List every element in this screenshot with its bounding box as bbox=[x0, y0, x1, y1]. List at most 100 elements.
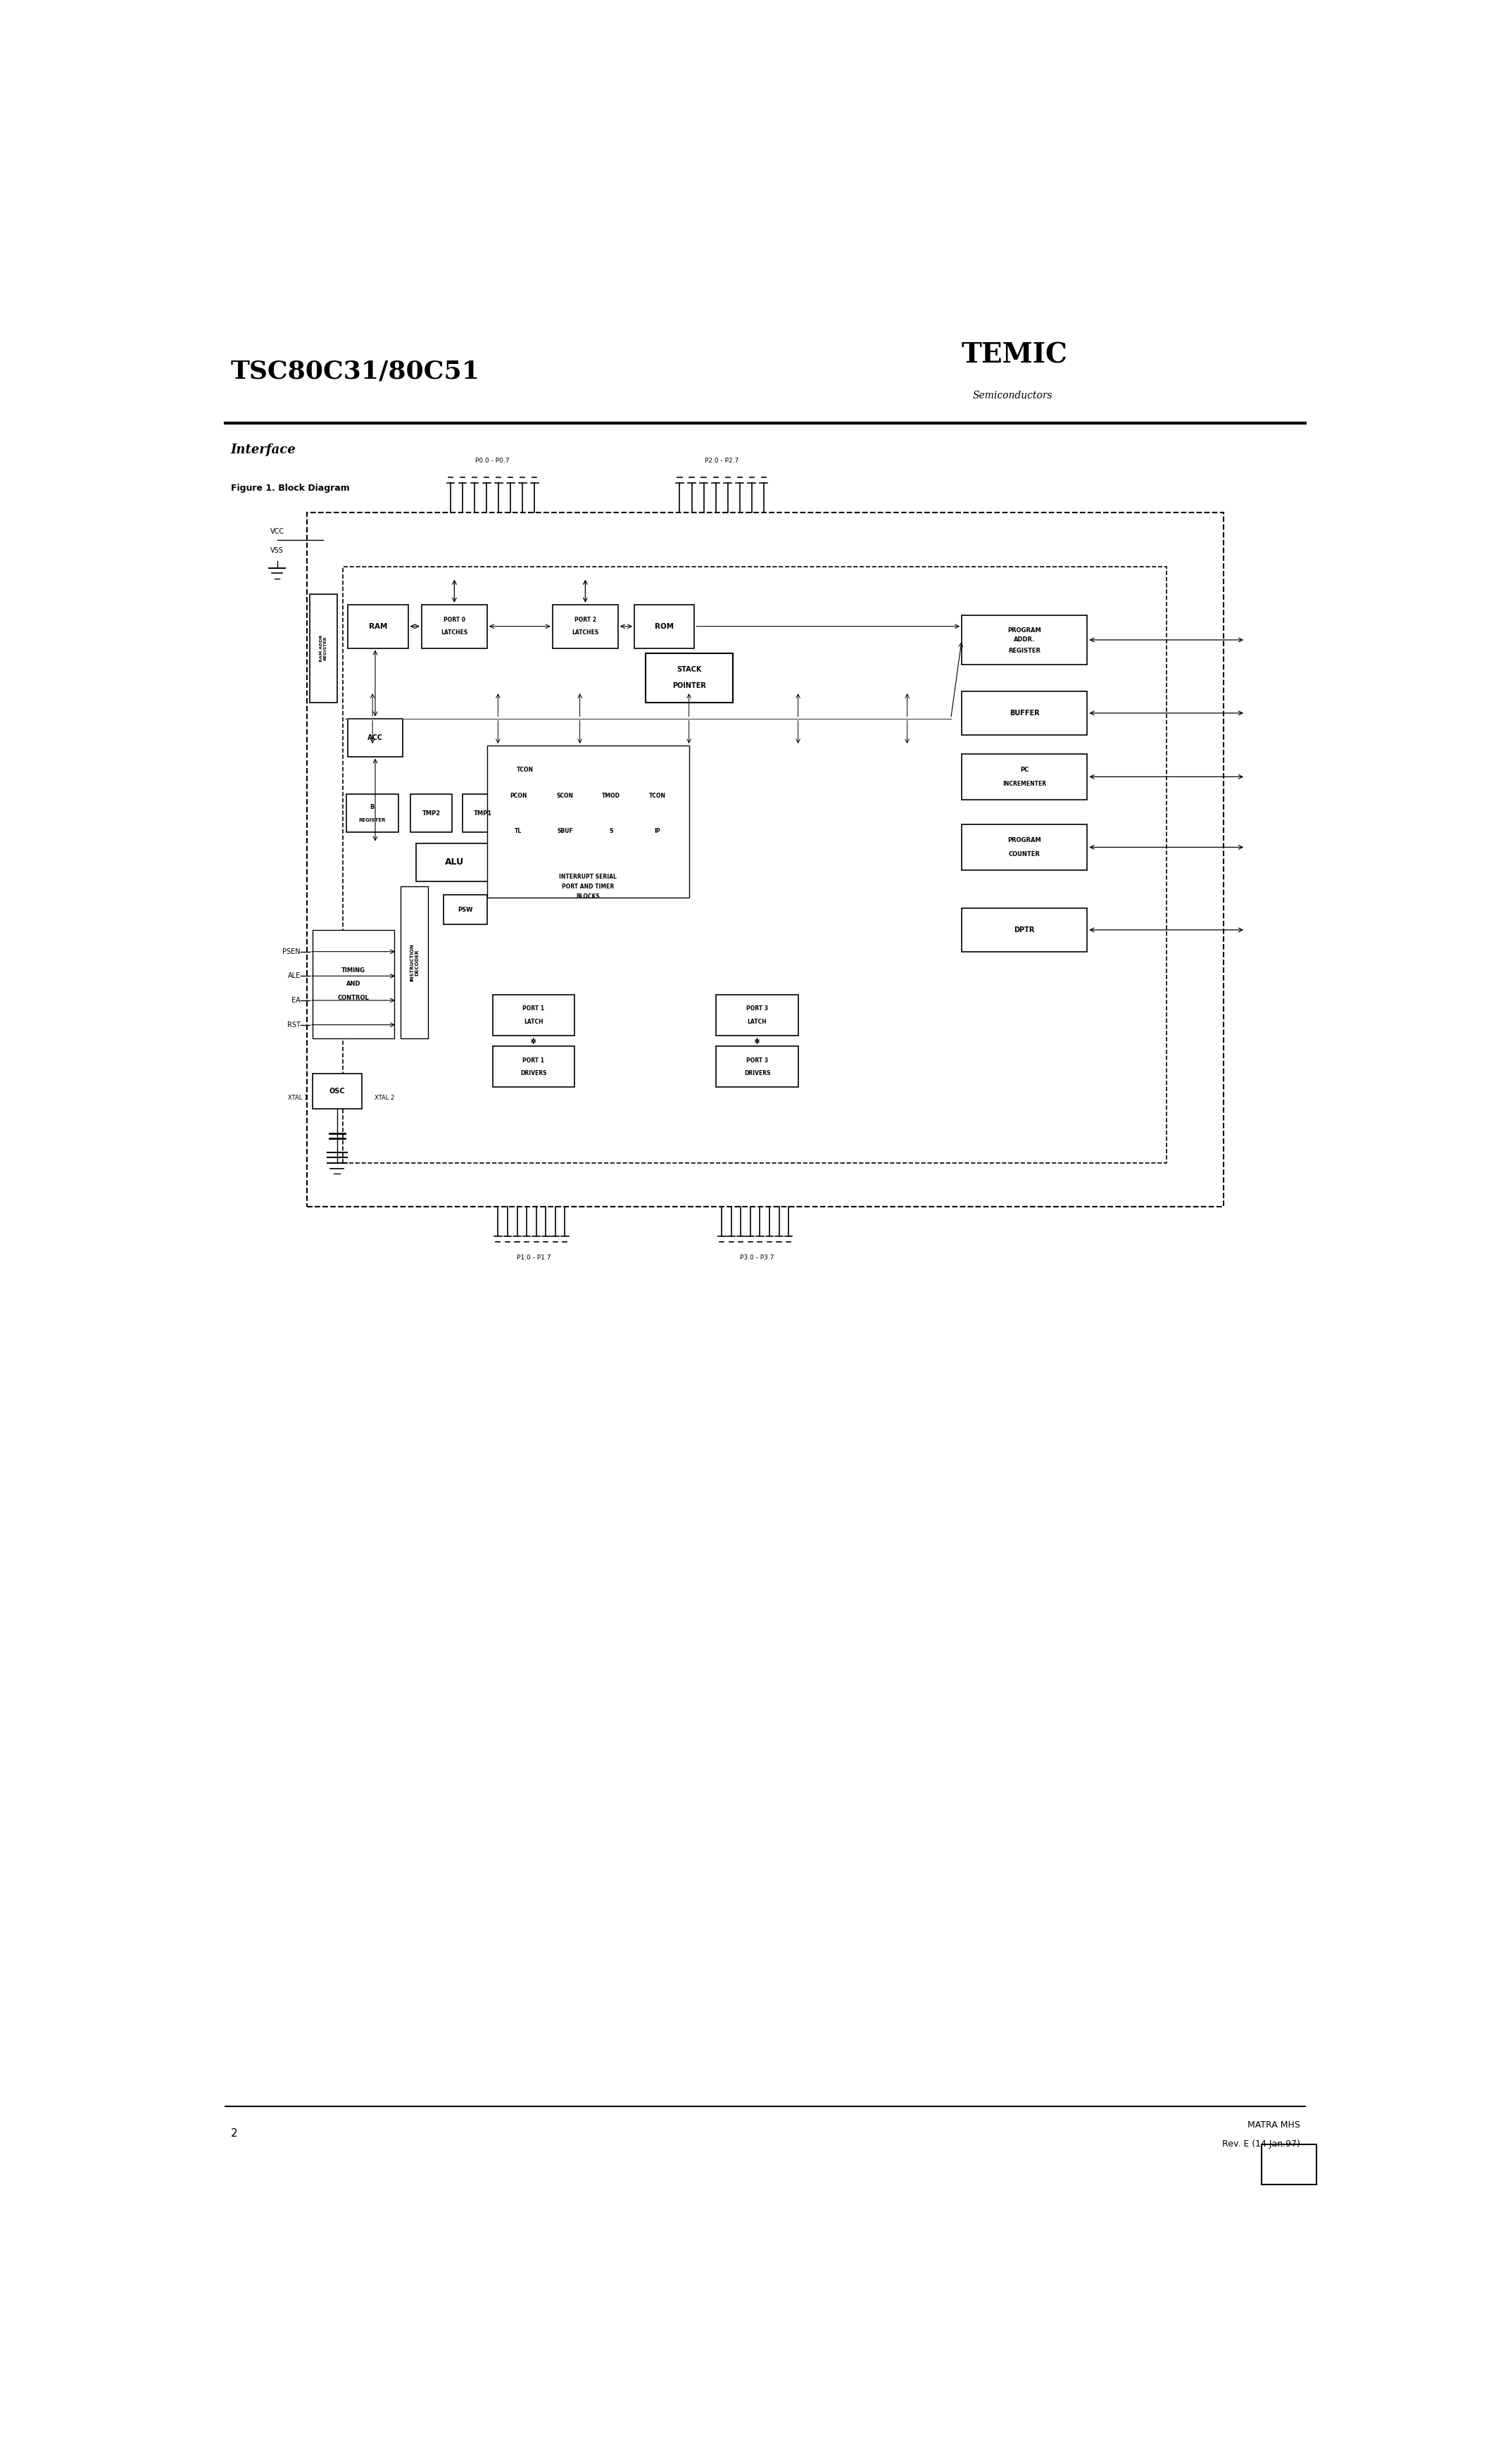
Text: INTERRUPT SERIAL: INTERRUPT SERIAL bbox=[560, 875, 616, 880]
Bar bbox=[645, 653, 733, 702]
Text: BUFFER: BUFFER bbox=[1010, 710, 1040, 717]
Text: VSS: VSS bbox=[271, 547, 284, 554]
Bar bbox=[498, 781, 539, 811]
Text: PORT AND TIMER: PORT AND TIMER bbox=[562, 885, 615, 890]
Text: ADDR.: ADDR. bbox=[1014, 636, 1035, 643]
Text: TMP1: TMP1 bbox=[474, 811, 492, 816]
Bar bbox=[591, 781, 631, 811]
Text: TMP2: TMP2 bbox=[422, 811, 440, 816]
Bar bbox=[346, 793, 398, 833]
Text: AND: AND bbox=[346, 981, 361, 988]
Bar bbox=[962, 692, 1088, 734]
Text: TIMING: TIMING bbox=[341, 968, 365, 973]
Bar bbox=[401, 887, 428, 1037]
Text: IP: IP bbox=[655, 828, 661, 835]
Bar bbox=[492, 1047, 574, 1087]
Text: DPTR: DPTR bbox=[1014, 926, 1035, 934]
Text: REGISTER: REGISTER bbox=[359, 818, 386, 823]
Text: S: S bbox=[609, 828, 613, 835]
Text: INSTRUCTION
DECODER: INSTRUCTION DECODER bbox=[410, 944, 419, 981]
Text: LATCH: LATCH bbox=[524, 1018, 543, 1025]
Bar bbox=[717, 1047, 797, 1087]
Bar bbox=[962, 909, 1088, 951]
Text: REGISTER: REGISTER bbox=[1008, 648, 1041, 653]
Text: LATCHES: LATCHES bbox=[441, 631, 468, 636]
Bar bbox=[349, 719, 402, 756]
Text: RST: RST bbox=[287, 1020, 301, 1027]
Bar bbox=[1261, 2144, 1316, 2186]
Text: EA: EA bbox=[292, 998, 301, 1003]
Text: P3.0 - P3.7: P3.0 - P3.7 bbox=[741, 1254, 775, 1262]
Bar bbox=[717, 995, 797, 1035]
Text: PC: PC bbox=[1020, 766, 1029, 774]
Text: P2.0 - P2.7: P2.0 - P2.7 bbox=[705, 458, 739, 463]
Bar bbox=[313, 929, 395, 1037]
Bar bbox=[349, 604, 408, 648]
Text: PROGRAM: PROGRAM bbox=[1008, 626, 1041, 633]
Text: OSC: OSC bbox=[329, 1087, 346, 1094]
Bar bbox=[637, 781, 678, 811]
Text: Rev. E (14 Jan.97): Rev. E (14 Jan.97) bbox=[1222, 2139, 1300, 2149]
Text: SBUF: SBUF bbox=[557, 828, 573, 835]
Text: Semiconductors: Semiconductors bbox=[972, 392, 1053, 402]
Bar bbox=[411, 793, 452, 833]
Text: BLOCKS: BLOCKS bbox=[576, 892, 600, 899]
Text: P0.0 - P0.7: P0.0 - P0.7 bbox=[476, 458, 510, 463]
Text: PORT 3: PORT 3 bbox=[747, 1057, 767, 1064]
Bar bbox=[488, 747, 690, 897]
Text: VCC: VCC bbox=[269, 527, 284, 535]
Bar bbox=[545, 781, 585, 811]
Bar bbox=[343, 567, 1167, 1163]
Text: INCREMENTER: INCREMENTER bbox=[1002, 781, 1046, 786]
Bar bbox=[637, 816, 678, 845]
Bar bbox=[552, 604, 618, 648]
Bar bbox=[310, 594, 337, 702]
Text: B: B bbox=[370, 803, 374, 811]
Bar bbox=[422, 604, 488, 648]
Bar bbox=[634, 604, 694, 648]
Text: TEMIC: TEMIC bbox=[962, 342, 1068, 370]
Bar bbox=[498, 816, 539, 845]
Bar bbox=[962, 616, 1088, 665]
Text: 2: 2 bbox=[230, 2129, 238, 2139]
Text: RAM: RAM bbox=[368, 623, 387, 631]
Text: DRIVERS: DRIVERS bbox=[744, 1069, 770, 1077]
Text: PCON: PCON bbox=[510, 793, 527, 798]
Bar bbox=[443, 894, 488, 924]
Text: PORT 1: PORT 1 bbox=[522, 1005, 545, 1013]
Text: COUNTER: COUNTER bbox=[1008, 850, 1040, 857]
Text: TCON: TCON bbox=[649, 793, 666, 798]
Text: ACC: ACC bbox=[368, 734, 383, 742]
Text: PORT 0: PORT 0 bbox=[443, 616, 465, 623]
Text: XTAL 1: XTAL 1 bbox=[289, 1094, 308, 1101]
Text: PORT 2: PORT 2 bbox=[574, 616, 597, 623]
Bar bbox=[492, 995, 574, 1035]
Text: PORT 3: PORT 3 bbox=[747, 1005, 767, 1013]
Text: ALU: ALU bbox=[444, 857, 464, 867]
Text: CONTROL: CONTROL bbox=[338, 995, 370, 1000]
Bar bbox=[307, 513, 1224, 1207]
Text: TMOD: TMOD bbox=[601, 793, 621, 798]
Text: PSEN: PSEN bbox=[283, 949, 301, 956]
Bar bbox=[591, 816, 631, 845]
Bar bbox=[962, 823, 1088, 870]
Text: ROM: ROM bbox=[655, 623, 673, 631]
Bar bbox=[313, 1074, 362, 1109]
Bar bbox=[462, 793, 504, 833]
Text: STACK: STACK bbox=[676, 665, 702, 673]
Text: PSW: PSW bbox=[458, 907, 473, 912]
Text: POINTER: POINTER bbox=[672, 683, 706, 690]
Text: PROGRAM: PROGRAM bbox=[1008, 838, 1041, 843]
Text: Interface: Interface bbox=[230, 444, 296, 456]
Text: PORT 1: PORT 1 bbox=[522, 1057, 545, 1064]
Text: TL: TL bbox=[515, 828, 522, 835]
Text: XTAL 2: XTAL 2 bbox=[374, 1094, 395, 1101]
Bar bbox=[416, 843, 492, 882]
Text: DRIVERS: DRIVERS bbox=[521, 1069, 546, 1077]
Text: LATCHES: LATCHES bbox=[571, 631, 598, 636]
Text: P1.0 - P1.7: P1.0 - P1.7 bbox=[516, 1254, 551, 1262]
Text: Figure 1. Block Diagram: Figure 1. Block Diagram bbox=[230, 483, 350, 493]
Bar bbox=[545, 816, 585, 845]
Text: SCON: SCON bbox=[557, 793, 573, 798]
Text: MATRA MHS: MATRA MHS bbox=[1248, 2122, 1300, 2129]
